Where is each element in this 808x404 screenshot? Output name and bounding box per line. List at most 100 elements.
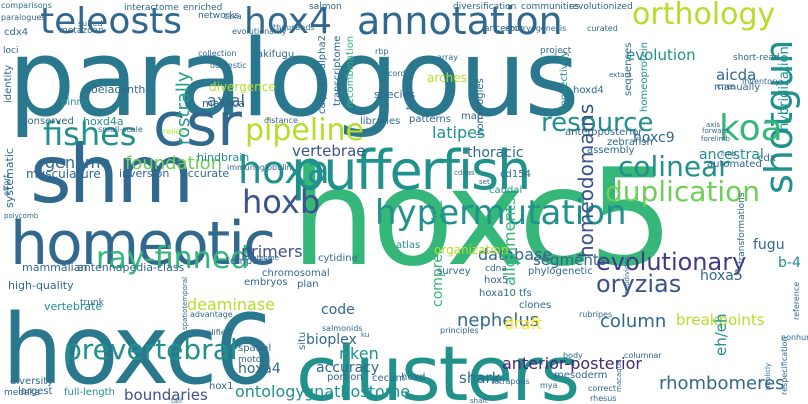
cloud-word: cd154 — [500, 169, 531, 180]
cloud-word: embryos — [244, 277, 288, 288]
cloud-word: interactome — [124, 3, 179, 13]
cloud-word: breakpoints — [676, 311, 765, 329]
cloud-word: plan — [297, 279, 319, 290]
cloud-word: polycomb — [4, 212, 39, 220]
cloud-word: cdna — [485, 264, 507, 274]
cloud-word: phylogenetic — [528, 266, 593, 277]
cloud-word: b-4 — [778, 255, 801, 271]
cloud-word: evolutionary — [596, 248, 747, 276]
cloud-word: portion — [327, 372, 363, 383]
cloud-word: effort — [2, 174, 11, 196]
cloud-word: ontology — [235, 382, 305, 401]
cloud-word: deaminase — [187, 295, 275, 314]
cloud-word: code — [321, 302, 355, 318]
cloud-word: hoxc5 — [291, 140, 674, 296]
cloud-word: prevertebral — [64, 333, 238, 366]
cloud-word: bioplex — [306, 332, 357, 348]
cloud-word: foundation — [125, 153, 223, 174]
cloud-word: subdivides — [623, 256, 631, 294]
cloud-word: transformations — [737, 192, 747, 264]
cloud-word: latipes — [432, 123, 486, 142]
cloud-word: shm — [30, 128, 194, 221]
cloud-word: axis — [706, 121, 721, 129]
cloud-word: hoxd — [401, 372, 426, 383]
cloud-word: thoracic — [467, 145, 524, 161]
cloud-word: macaque — [615, 359, 623, 392]
cloud-word: arches — [427, 71, 467, 85]
cloud-word: enriched — [183, 3, 223, 13]
cloud-word: simplified — [192, 328, 231, 337]
cloud-word: situ — [297, 331, 308, 350]
cloud-word: hoxb — [242, 183, 321, 221]
cloud-word: manually — [714, 82, 761, 93]
cloud-word: coelacanth — [85, 83, 146, 96]
cloud-word: musculature — [26, 167, 101, 181]
cloud-word: gnathostome — [304, 382, 411, 401]
cloud-word: boundaries — [124, 386, 208, 404]
cloud-word: correct — [588, 384, 617, 393]
cloud-word: thousands — [273, 23, 315, 32]
cloud-word: ku — [361, 331, 370, 339]
cloud-word: metazoan — [59, 26, 104, 36]
cloud-word: diversification — [453, 2, 517, 12]
cloud-word: homologies — [475, 78, 486, 136]
cloud-word: identity — [3, 64, 14, 103]
cloud-word: short-read — [733, 53, 780, 63]
cloud-word: advantage — [190, 310, 233, 319]
cloud-word: salmon — [309, 2, 342, 12]
cloud-word: calphal/calpha2 — [317, 35, 328, 114]
cloud-word: automated — [707, 159, 762, 170]
cloud-word: cecum — [372, 373, 406, 384]
cloud-word: accuracy — [316, 360, 380, 376]
cloud-word: hindbrain — [197, 151, 250, 164]
cloud-word: cord — [388, 69, 406, 78]
cloud-word: vertebrate — [44, 300, 103, 313]
cloud-word: patterns — [409, 114, 451, 125]
cloud-word: libraries — [360, 116, 401, 127]
cloud-word: cdnas — [454, 169, 475, 177]
cloud-word: columnar — [624, 351, 662, 360]
cloud-word: organization — [434, 243, 509, 257]
cloud-word: cnes — [717, 82, 736, 91]
cloud-word: fugu — [753, 237, 785, 253]
cloud-word: taxa — [224, 12, 242, 21]
cloud-word: rbp — [375, 47, 389, 56]
cloud-word: forelimb — [701, 135, 730, 143]
cloud-word: ancestral — [699, 147, 764, 163]
cloud-word: conserved — [22, 116, 74, 127]
cloud-word: axial — [207, 91, 245, 110]
cloud-word: set — [479, 178, 490, 186]
cloud-word: pinna — [61, 97, 89, 108]
cloud-word: antennapedia-class — [77, 261, 185, 274]
cloud-word: vertebrae — [292, 142, 366, 160]
cloud-word: networks — [198, 11, 240, 21]
cloud-word: revolutionized — [569, 2, 633, 12]
cloud-word: ancestor — [484, 24, 524, 34]
cloud-word: array — [437, 53, 458, 62]
cloud-word: hoxc6 — [2, 294, 276, 404]
cloud-word: domestic — [210, 61, 247, 70]
cloud-word: cdx — [758, 153, 776, 164]
cloud-word: anteroposterior — [565, 127, 643, 138]
cloud-word: eh/eh — [712, 313, 730, 356]
cloud-word: colinear — [618, 150, 730, 183]
cloud-word: trunk — [80, 298, 104, 308]
cloud-word: forests — [405, 82, 414, 110]
cloud-word: resource — [541, 108, 654, 138]
cloud-word: accurate — [181, 167, 230, 180]
cloud-word: suited — [78, 19, 103, 28]
cloud-word: hybridization — [777, 46, 792, 131]
cloud-word: hoxd4 — [573, 85, 604, 96]
cloud-word: rubripes — [579, 310, 613, 319]
cloud-word: small-scale — [98, 125, 143, 134]
cloud-word: embryogenesis — [505, 24, 567, 33]
cloud-word: evolution — [626, 46, 696, 64]
cloud-word: reference — [792, 281, 801, 320]
cloud-word: fishes — [43, 115, 137, 153]
cloud-word: mya — [540, 381, 558, 390]
cloud-word: principles — [440, 326, 479, 335]
cloud-word: map — [461, 111, 484, 122]
cloud-word: largest — [18, 386, 53, 397]
cloud-word: koa — [719, 108, 783, 149]
